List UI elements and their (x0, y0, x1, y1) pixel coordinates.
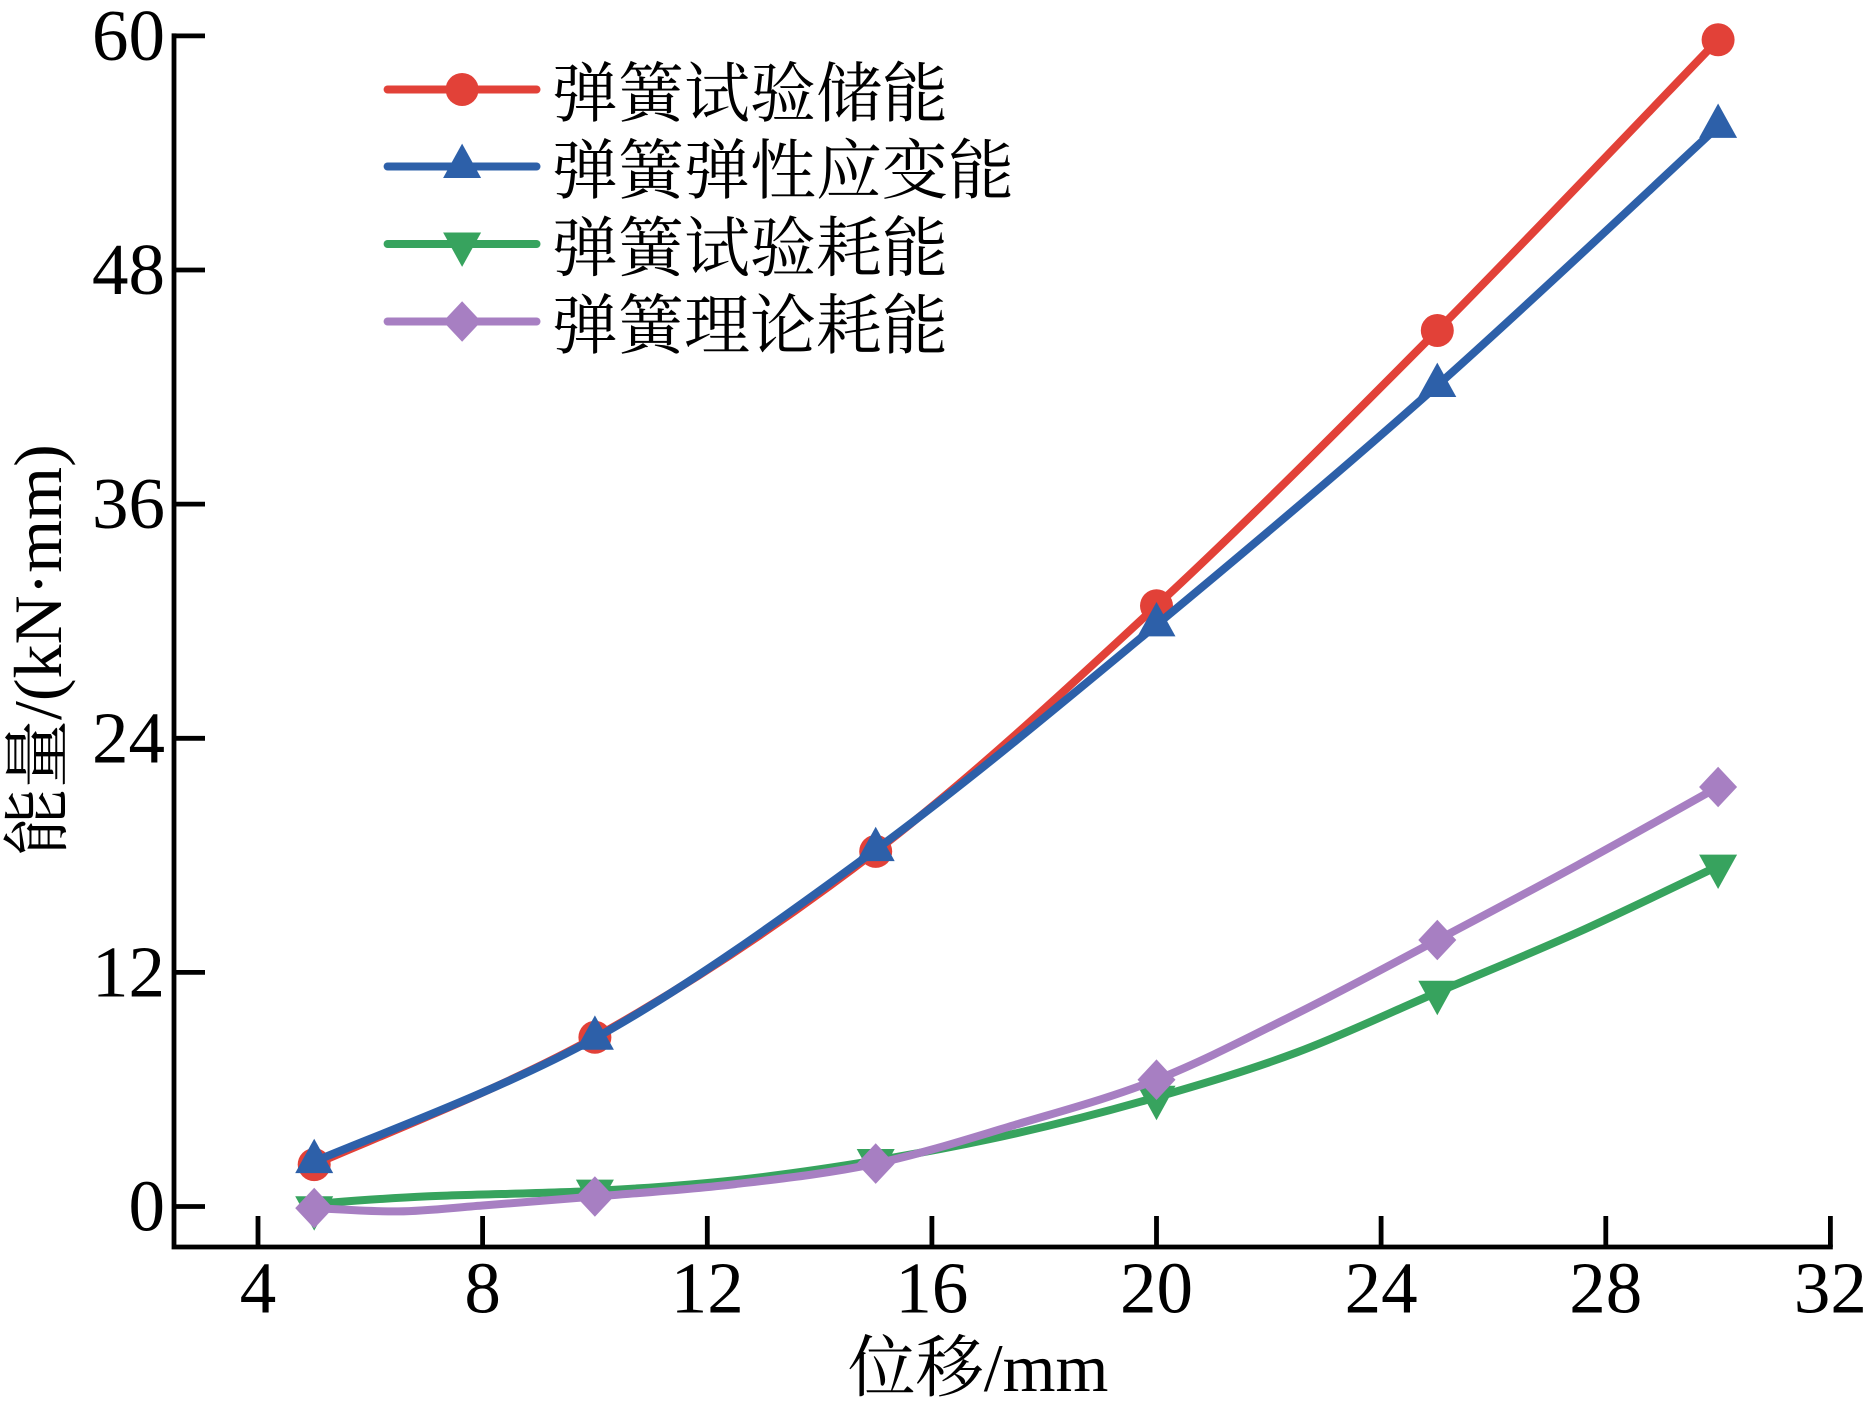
svg-text:32: 32 (1794, 1248, 1863, 1329)
svg-text:20: 20 (1120, 1248, 1193, 1329)
svg-text:28: 28 (1569, 1248, 1642, 1329)
svg-text:8: 8 (464, 1248, 501, 1329)
svg-text:16: 16 (895, 1248, 968, 1329)
svg-text:36: 36 (92, 463, 165, 544)
svg-text:24: 24 (92, 697, 165, 778)
svg-text:/(kN·mm): /(kN·mm) (0, 444, 76, 720)
svg-text:/mm: /mm (984, 1330, 1109, 1406)
svg-text:12: 12 (671, 1248, 744, 1329)
svg-text:60: 60 (92, 0, 165, 76)
svg-text:12: 12 (92, 931, 165, 1012)
svg-text:4: 4 (240, 1248, 277, 1329)
svg-text:0: 0 (129, 1166, 166, 1247)
svg-text:48: 48 (92, 229, 165, 310)
svg-text:24: 24 (1345, 1248, 1418, 1329)
